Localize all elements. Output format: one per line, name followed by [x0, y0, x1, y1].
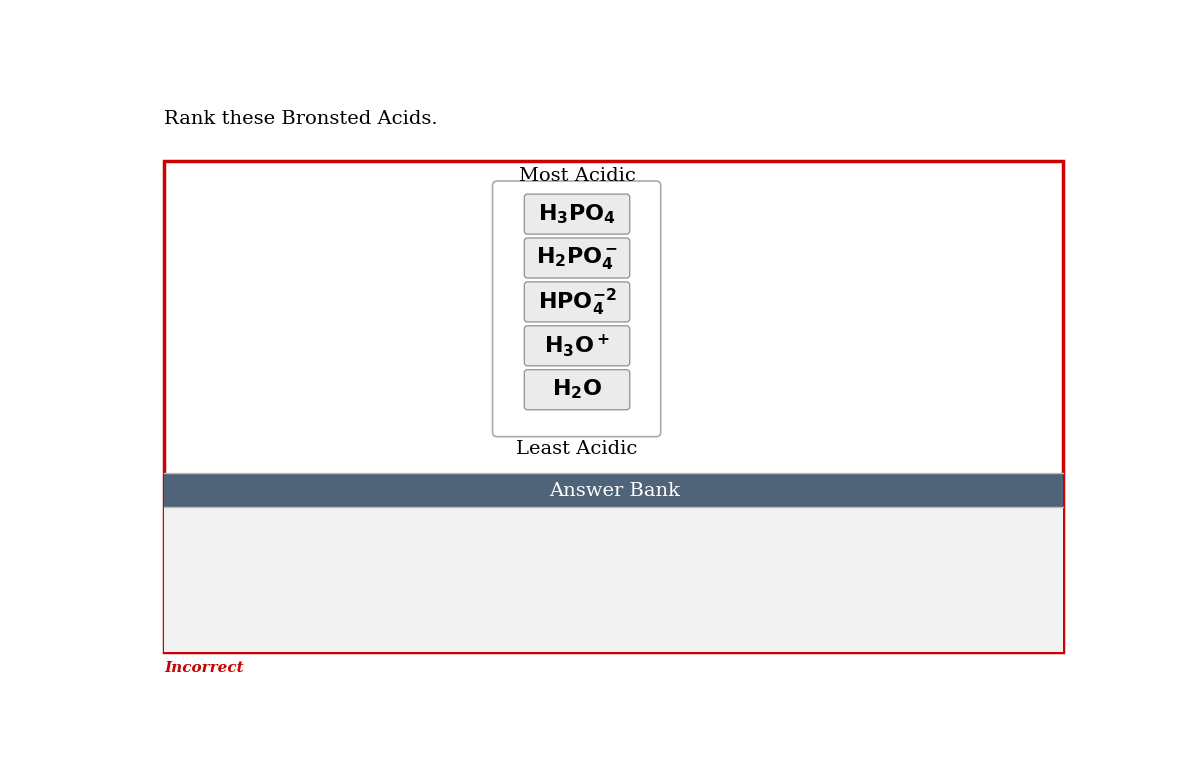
FancyBboxPatch shape: [164, 475, 1063, 507]
Text: Most Acidic: Most Acidic: [518, 167, 636, 185]
Text: Incorrect: Incorrect: [164, 661, 244, 675]
Text: Rank these Bronsted Acids.: Rank these Bronsted Acids.: [164, 110, 438, 128]
Text: $\mathbf{H_3PO_4}$: $\mathbf{H_3PO_4}$: [538, 202, 616, 226]
FancyBboxPatch shape: [164, 161, 1063, 652]
FancyBboxPatch shape: [524, 326, 630, 366]
Text: $\mathbf{H_2O}$: $\mathbf{H_2O}$: [552, 378, 602, 402]
FancyBboxPatch shape: [164, 507, 1063, 652]
Text: $\mathbf{H_3O^+}$: $\mathbf{H_3O^+}$: [544, 333, 610, 359]
FancyBboxPatch shape: [524, 194, 630, 234]
FancyBboxPatch shape: [524, 238, 630, 278]
FancyBboxPatch shape: [524, 370, 630, 409]
Text: Answer Bank: Answer Bank: [550, 482, 680, 500]
FancyBboxPatch shape: [492, 181, 661, 437]
Text: $\mathbf{HPO_4^{-2}}$: $\mathbf{HPO_4^{-2}}$: [538, 286, 617, 318]
FancyBboxPatch shape: [524, 282, 630, 322]
Text: $\mathbf{H_2PO_4^-}$: $\mathbf{H_2PO_4^-}$: [536, 245, 618, 271]
Text: Least Acidic: Least Acidic: [516, 440, 637, 458]
